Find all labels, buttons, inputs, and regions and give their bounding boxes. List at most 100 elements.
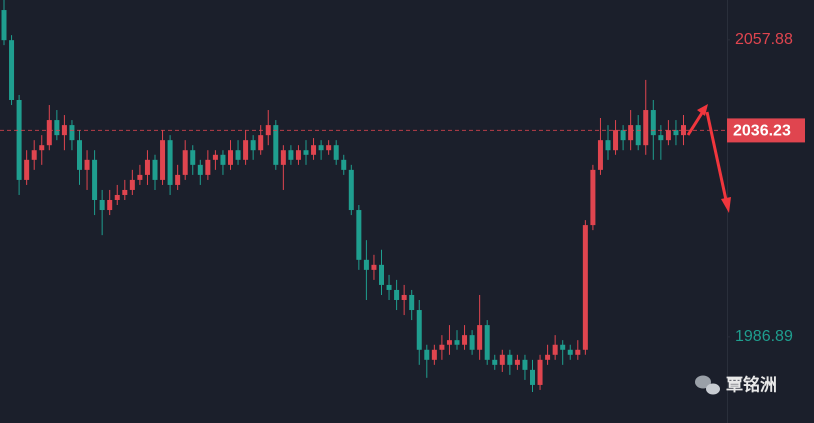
candle-body bbox=[681, 125, 686, 136]
candle-body bbox=[673, 130, 679, 136]
candle-body bbox=[620, 130, 626, 141]
candle-body bbox=[454, 340, 460, 345]
candle-body bbox=[235, 150, 241, 160]
candle-body bbox=[77, 140, 82, 170]
candle-body bbox=[431, 349, 437, 360]
candle-body bbox=[175, 174, 181, 185]
candle-body bbox=[220, 154, 226, 165]
candle-body bbox=[295, 150, 301, 160]
candle-body bbox=[212, 154, 218, 160]
last-price-box bbox=[727, 118, 805, 143]
y-tick-label: 1986.89 bbox=[735, 328, 793, 345]
candle-body bbox=[439, 344, 445, 350]
wechat-icon bbox=[706, 383, 720, 395]
candle-body bbox=[190, 150, 196, 165]
candle-body bbox=[167, 140, 173, 185]
candle-body bbox=[288, 150, 294, 160]
candle-body bbox=[152, 159, 158, 180]
wechat-icon bbox=[695, 375, 711, 389]
candle-body bbox=[197, 164, 203, 175]
candle-body bbox=[326, 145, 332, 151]
candle-body bbox=[280, 150, 286, 165]
y-tick-label: 2057.88 bbox=[735, 31, 793, 48]
candle-body bbox=[333, 145, 339, 160]
candle-body bbox=[1, 10, 7, 41]
candle-body bbox=[160, 140, 166, 180]
candle-body bbox=[462, 335, 468, 345]
candle-body bbox=[92, 159, 98, 200]
candle-body bbox=[122, 189, 128, 195]
candle-body bbox=[129, 179, 135, 190]
candle-body bbox=[446, 340, 452, 345]
candle-body bbox=[552, 344, 558, 355]
candle-body bbox=[424, 349, 430, 360]
candle-body bbox=[258, 135, 264, 151]
candle-body bbox=[514, 359, 520, 365]
candle-body bbox=[484, 325, 490, 360]
candle-body bbox=[54, 120, 60, 136]
candle-body bbox=[363, 259, 369, 270]
candle-body bbox=[613, 130, 619, 151]
candles bbox=[1, 0, 686, 393]
candle-body bbox=[16, 99, 22, 180]
candle-body bbox=[507, 354, 513, 365]
watermark-text: 覃铭洲 bbox=[726, 374, 777, 394]
watermark: 覃铭洲 bbox=[695, 374, 777, 395]
candle-body bbox=[401, 294, 407, 300]
candle-body bbox=[658, 135, 664, 141]
candle-body bbox=[107, 199, 113, 211]
candle-body bbox=[243, 140, 249, 160]
candle-body bbox=[537, 359, 543, 385]
candle-body bbox=[545, 354, 551, 360]
candle-body bbox=[311, 145, 317, 155]
candle-body bbox=[379, 264, 384, 285]
candle-body bbox=[228, 150, 233, 165]
candle-body bbox=[582, 225, 588, 350]
arrow-down-head bbox=[721, 197, 731, 213]
arrow-up-head bbox=[697, 104, 708, 116]
candle-body bbox=[250, 140, 256, 151]
candle-body bbox=[84, 159, 90, 170]
candle-body bbox=[205, 159, 211, 175]
candle-body bbox=[341, 159, 347, 170]
candle-body bbox=[371, 264, 377, 270]
candle-body bbox=[99, 199, 105, 211]
arrow-down-shaft bbox=[705, 111, 728, 201]
arrow-up-shaft bbox=[686, 112, 704, 136]
candle-body bbox=[69, 125, 75, 141]
candle-body bbox=[39, 145, 45, 151]
candle-body bbox=[182, 150, 188, 175]
candle-body bbox=[409, 294, 415, 311]
candle-body bbox=[348, 169, 354, 211]
candle-body bbox=[386, 284, 392, 290]
candle-body bbox=[492, 359, 498, 365]
candle-body bbox=[628, 125, 634, 141]
candle-body bbox=[477, 325, 483, 350]
candle-body bbox=[416, 310, 422, 350]
candle-body bbox=[665, 130, 671, 141]
candle-body bbox=[114, 194, 120, 200]
candle-body bbox=[605, 140, 611, 151]
candle-body bbox=[635, 125, 641, 146]
candle-body bbox=[469, 335, 475, 350]
candle-body bbox=[273, 125, 279, 165]
candle-body bbox=[31, 150, 37, 160]
candle-body bbox=[24, 159, 30, 180]
candle-body bbox=[9, 40, 15, 100]
candle-body bbox=[46, 120, 52, 146]
candle-body bbox=[530, 369, 535, 385]
candle-body bbox=[499, 354, 505, 365]
candle-body bbox=[567, 349, 573, 355]
candle-body bbox=[137, 174, 143, 180]
candle-body bbox=[356, 210, 362, 260]
candle-body bbox=[597, 140, 603, 170]
candle-body bbox=[590, 169, 596, 226]
candle-body bbox=[650, 110, 656, 136]
candle-body bbox=[522, 359, 528, 370]
candle-body bbox=[575, 349, 581, 355]
last-price-label: 2036.23 bbox=[733, 123, 791, 140]
annotation-arrows bbox=[686, 104, 731, 213]
